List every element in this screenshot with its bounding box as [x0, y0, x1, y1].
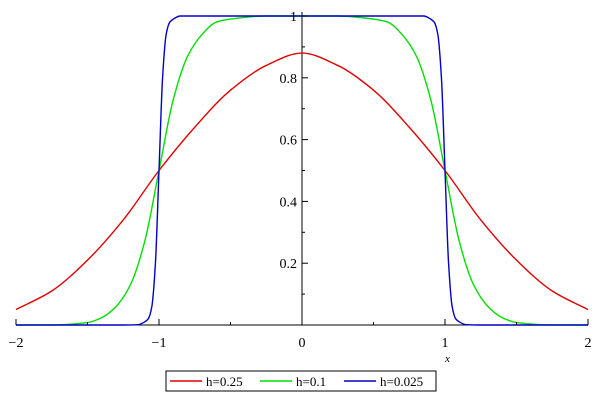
x-axis-title: x: [444, 353, 450, 365]
y-tick-label: 0.6: [280, 134, 298, 149]
x-tick-label: 1: [442, 336, 449, 351]
x-tick-label: 0: [299, 336, 306, 351]
legend-label-0: h=0.25: [206, 374, 243, 389]
x-tick-label: 2: [585, 336, 592, 351]
ticks-layer: −2 −1 0 1 2 0.2 0.4 0.6 0.8 1: [9, 10, 592, 351]
axes: [16, 12, 588, 326]
y-tick-label: 0.2: [280, 257, 298, 272]
x-tick-label: −1: [152, 336, 167, 351]
y-tick-label: 0.4: [280, 195, 298, 210]
y-tick-label: 1: [290, 10, 297, 25]
x-tick-label: −2: [9, 336, 24, 351]
legend: h=0.25 h=0.1 h=0.025: [165, 370, 437, 392]
y-tick-label: 0.8: [280, 72, 298, 87]
legend-label-2: h=0.025: [380, 374, 423, 389]
series-line-0: [15, 52, 589, 311]
legend-box: [165, 370, 437, 392]
legend-label-1: h=0.1: [296, 374, 326, 389]
